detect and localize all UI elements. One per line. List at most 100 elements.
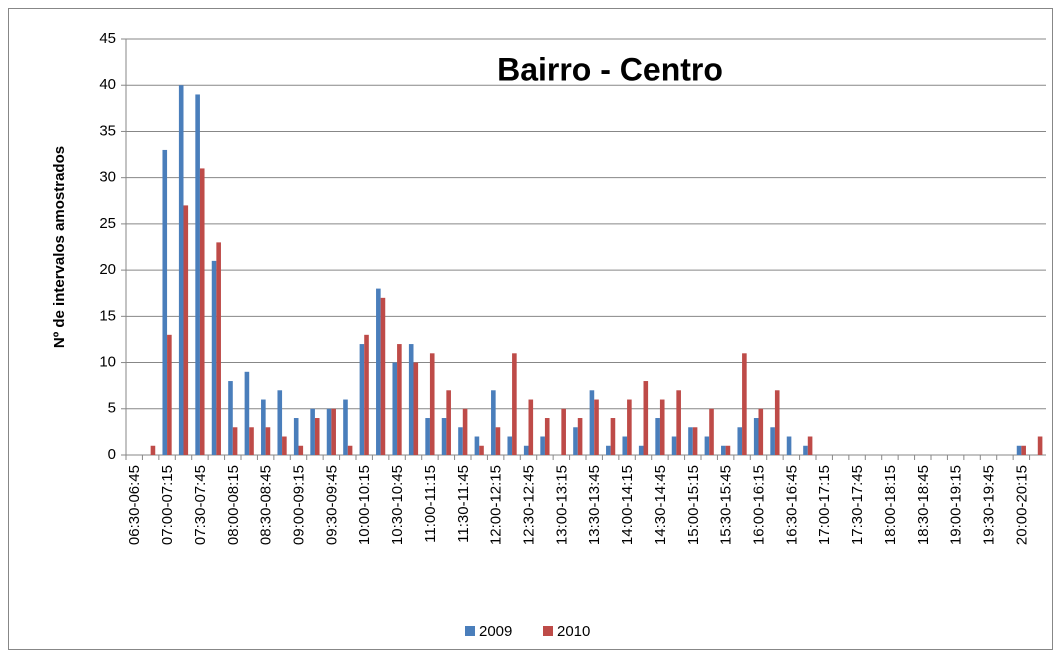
bar [265,427,271,455]
x-tick-label: 12:30-12:45 [520,465,537,545]
bar [753,418,759,455]
legend-label: 2010 [557,623,590,640]
x-tick-label: 10:30-10:45 [389,465,406,545]
x-tick-label: 17:30-17:45 [849,465,866,545]
y-tick-label: 25 [99,215,116,232]
bar [429,353,435,455]
bar [441,418,447,455]
bar [380,297,386,455]
bar [676,390,681,455]
legend-swatch [543,626,553,636]
bar [244,371,250,455]
y-tick-label: 45 [99,30,116,47]
bar [737,427,743,455]
bar [1021,445,1026,455]
bar [474,436,480,455]
x-tick-label: 10:00-10:15 [356,465,373,545]
bar [594,399,599,455]
y-tick-label: 10 [99,354,116,371]
bar [408,344,414,455]
y-axis-label: Nº de intervalos amostrados [51,146,68,348]
x-tick-label: 14:30-14:45 [652,465,669,545]
bar [413,362,419,455]
bar [392,362,398,455]
bar [298,445,304,455]
bar [803,445,808,455]
bar [495,427,501,455]
bar [573,427,578,455]
bar [1016,445,1022,455]
bar [150,445,156,455]
y-tick-label: 40 [99,76,116,93]
bar [622,436,628,455]
bar [709,408,714,455]
bar [347,445,353,455]
x-tick-label: 09:30-09:45 [323,465,340,545]
bar [232,427,238,455]
y-tick-label: 35 [99,122,116,139]
bar [606,445,611,455]
bar [376,288,381,455]
bar [326,408,332,455]
x-tick-label: 14:00-14:15 [619,465,636,545]
x-tick-label: 13:00-13:15 [553,465,570,545]
x-tick-label: 09:00-09:15 [290,465,307,545]
bar [1037,436,1043,455]
x-tick-label: 11:30-11:45 [455,465,472,543]
bar [692,427,698,455]
bar [742,353,747,455]
bar [293,418,299,455]
x-tick-label: 16:00-16:15 [750,465,767,545]
bar [195,94,200,455]
bar [314,418,320,455]
bar [277,390,283,455]
bar [249,427,254,455]
bar [610,418,616,455]
chart-title: Bairro - Centro [497,51,723,87]
bar [643,381,649,455]
bar [688,427,693,455]
x-tick-label: 19:00-19:15 [948,465,965,545]
bar [774,390,780,455]
bar [655,418,660,455]
bar [544,418,550,455]
bar [577,418,583,455]
bar [364,334,369,455]
bar [512,353,517,455]
bar [507,436,513,455]
bar [343,399,348,455]
x-tick-label: 11:00-11:15 [422,465,439,543]
x-tick-label: 08:00-08:15 [225,465,242,545]
y-tick-label: 5 [108,400,116,417]
x-tick-label: 12:00-12:15 [488,465,505,545]
bar [540,436,545,455]
x-tick-label: 16:30-16:45 [783,465,800,545]
y-tick-label: 30 [99,169,116,186]
x-tick-label: 06:30-06:45 [126,465,143,545]
x-tick-label: 07:30-07:45 [192,465,209,545]
x-tick-label: 18:30-18:45 [915,465,932,545]
y-tick-label: 15 [99,307,116,324]
bar [211,260,217,455]
x-tick-label: 19:30-19:45 [980,465,997,545]
bar [479,445,484,455]
bar [216,242,221,455]
bar [528,399,534,455]
x-tick-label: 18:00-18:15 [882,465,899,545]
bar [397,344,402,455]
x-tick-label: 08:30-08:45 [258,465,275,545]
bar [183,205,189,455]
bar [725,445,731,455]
bar [770,427,775,455]
bar [178,85,184,455]
bar [807,436,813,455]
bar [282,436,287,455]
y-tick-label: 20 [99,261,116,278]
bar [659,399,665,455]
bar [359,344,365,455]
bar [228,381,233,455]
y-tick-label: 0 [108,446,116,463]
bar [589,390,595,455]
bar [458,427,463,455]
